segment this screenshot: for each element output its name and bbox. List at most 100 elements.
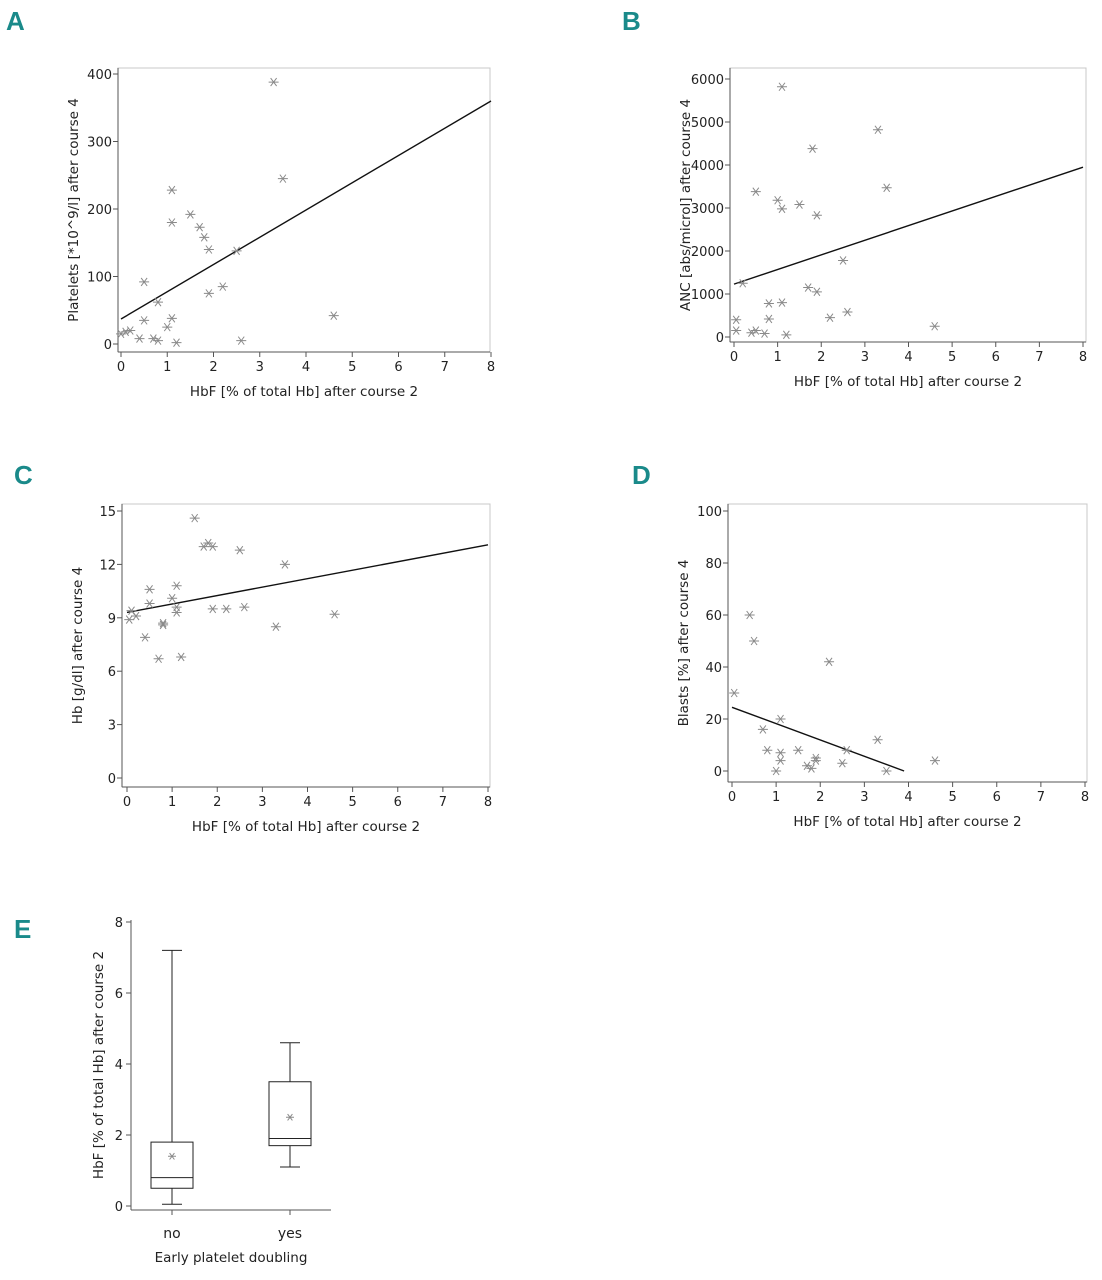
data-point [731,326,742,335]
y-tick-label: 0 [714,765,722,780]
x-tick-label: 3 [256,360,264,375]
x-tick-label: 1 [163,360,171,375]
y-tick-label: 80 [705,557,722,572]
x-tick-label: 3 [258,795,266,810]
data-point [239,602,250,612]
y-axis-title: ANC [abs/microl] after course 4 [678,99,694,311]
x-axis-title: HbF [% of total Hb] after course 2 [793,814,1021,830]
y-tick-label: 100 [697,505,722,520]
x-tick-label: 6 [993,790,1001,805]
data-point [236,336,247,345]
panel-label-a: A [6,6,25,36]
data-point [328,311,339,320]
y-tick-label: 300 [87,136,112,151]
x-tick-label: 8 [484,795,492,810]
data-point [144,599,155,608]
panel-label-e: E [14,914,31,944]
data-point [929,321,940,331]
regression-line [126,544,489,614]
data-point [838,256,849,265]
data-point [762,745,773,755]
y-tick-label: 400 [87,68,112,83]
x-category-label: yes [278,1226,302,1242]
y-tick-label: 4 [115,1058,123,1073]
y-tick-label: 6000 [691,73,724,88]
data-point [731,315,742,325]
x-tick-label: 2 [213,795,221,810]
panel-label-b: B [622,6,641,36]
y-tick-label: 6 [115,987,123,1002]
regression-line [733,166,1084,285]
x-tick-label: 8 [487,360,495,375]
data-point [199,233,210,242]
data-point [776,204,787,214]
data-point [270,622,281,631]
data-point [162,322,173,332]
data-point [277,174,288,183]
data-point [775,756,786,765]
data-point [189,513,200,523]
plot-frame [117,67,491,353]
data-point [810,756,821,765]
data-point [131,611,142,621]
x-tick-label: 4 [302,360,310,375]
data-point [759,329,770,338]
data-point [139,316,150,325]
data-point [167,593,178,603]
x-tick-label: 6 [394,360,402,375]
mean-marker [286,1113,294,1121]
x-axis-title: HbF [% of total Hb] after course 2 [794,374,1022,390]
y-tick-label: 15 [99,505,116,520]
data-point [329,609,340,619]
data-point [194,222,205,232]
x-tick-label: 2 [817,350,825,365]
plot-frame [727,503,1088,783]
x-tick-label: 4 [904,790,912,805]
data-point [153,336,163,345]
data-point [153,297,163,307]
data-point [153,654,164,664]
y-tick-label: 4000 [691,159,724,174]
iqr-box [268,1081,312,1147]
data-point [806,764,817,773]
y-tick-label: 3000 [691,202,724,217]
x-axis-title: HbF [% of total Hb] after course 2 [192,819,420,835]
data-point [771,766,782,776]
y-axis-title: Blasts [%] after course 4 [676,560,692,727]
plot-frame [121,503,491,788]
y-tick-label: 5000 [691,116,724,131]
x-axis-title: Early platelet doubling [155,1250,308,1266]
x-tick-label: 4 [303,795,311,810]
data-point [203,245,214,254]
panel-label-c: C [14,460,33,490]
x-tick-label: 4 [904,350,912,365]
x-tick-label: 2 [816,790,824,805]
data-point [166,314,177,323]
data-point [824,657,835,667]
x-tick-label: 7 [1035,350,1043,365]
data-point [750,187,761,196]
y-tick-label: 2 [115,1129,123,1144]
data-point [203,289,214,298]
scatter-panel-a: 0 1 2 3 4 5 6 7 8 0 100 200 300 400 HbF [% of total Hb… [66,67,495,400]
data-point [171,581,182,591]
data-point [158,618,169,628]
data-point [744,610,755,620]
x-tick-label: 0 [728,790,736,805]
regression-line [120,100,492,320]
data-point [125,326,136,335]
data-point [872,735,883,745]
x-tick-label: 5 [348,795,356,810]
regression-line [731,706,905,772]
x-tick-label: 1 [168,795,176,810]
data-point [803,283,814,292]
x-tick-label: 2 [209,360,217,375]
data-point [234,545,245,555]
data-point [793,745,804,755]
data-point [842,307,853,317]
data-point [824,313,835,322]
x-tick-label: 1 [772,790,780,805]
data-point [185,210,196,219]
x-axis-title: HbF [% of total Hb] after course 2 [190,384,418,400]
